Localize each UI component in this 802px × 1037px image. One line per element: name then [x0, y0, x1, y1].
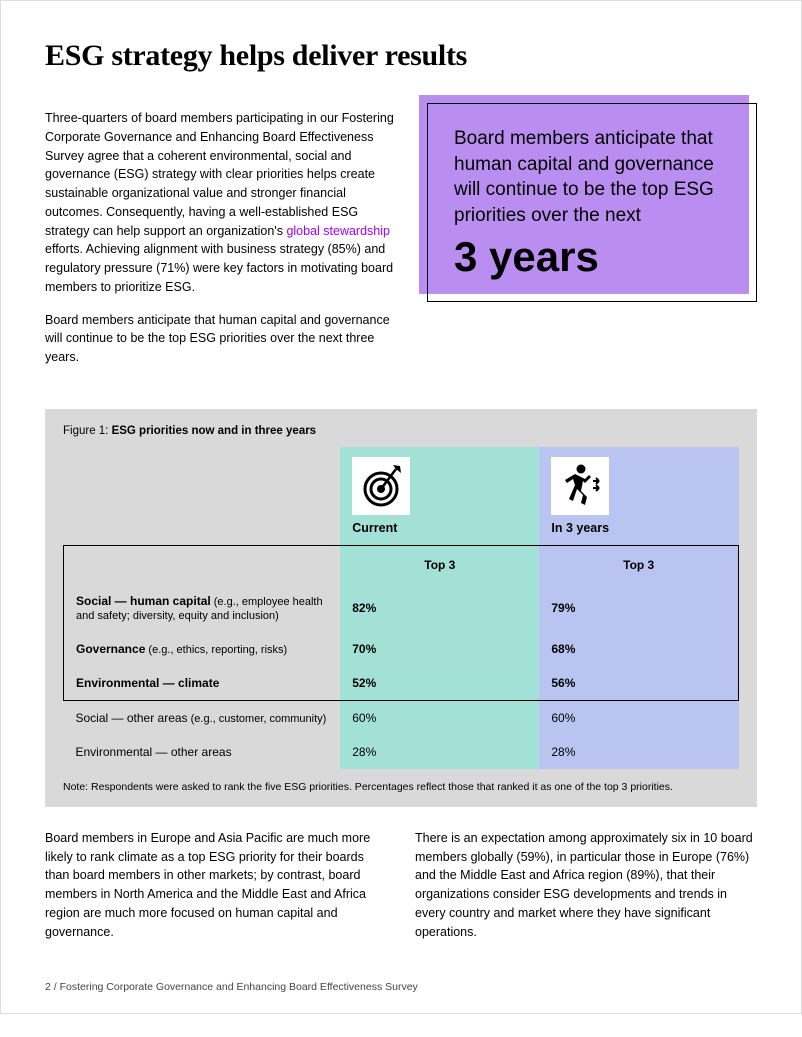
- bottom-right-paragraph: There is an expectation among approximat…: [415, 829, 757, 942]
- table-row: Environmental — other areas 28% 28%: [64, 735, 739, 769]
- future-col-label: In 3 years: [551, 521, 726, 535]
- callout: Board members anticipate that human capi…: [427, 103, 757, 302]
- table-row: Social — other areas (e.g., customer, co…: [64, 700, 739, 735]
- intro-p1-post: efforts. Achieving alignment with busine…: [45, 242, 393, 294]
- row-label: Governance (e.g., ethics, reporting, ris…: [64, 632, 341, 666]
- bottom-columns: Board members in Europe and Asia Pacific…: [45, 829, 757, 942]
- table-icon-row: Current In 3 years: [64, 447, 739, 546]
- subhead-future: Top 3: [539, 545, 738, 584]
- current-col-label: Current: [352, 521, 527, 535]
- row-current: 60%: [340, 700, 539, 735]
- row-label: Environmental — other areas: [64, 735, 341, 769]
- table-row: Social — human capital (e.g., employee h…: [64, 584, 739, 632]
- row-future: 68%: [539, 632, 738, 666]
- table-row: Governance (e.g., ethics, reporting, ris…: [64, 632, 739, 666]
- page-footer: 2 / Fostering Corporate Governance and E…: [45, 981, 757, 993]
- intro-paragraph-1: Three-quarters of board members particip…: [45, 109, 403, 297]
- footer-sep: /: [51, 981, 60, 993]
- figure-1: Figure 1: ESG priorities now and in thre…: [45, 409, 757, 807]
- callout-big-number: 3 years: [454, 233, 730, 281]
- target-icon: [352, 457, 410, 515]
- global-stewardship-link[interactable]: global stewardship: [286, 224, 390, 238]
- row-future: 79%: [539, 584, 738, 632]
- intro-row: Three-quarters of board members particip…: [45, 109, 757, 381]
- intro-paragraph-2: Board members anticipate that human capi…: [45, 311, 403, 367]
- row-future: 56%: [539, 666, 738, 701]
- row-future: 60%: [539, 700, 738, 735]
- callout-text: Board members anticipate that human capi…: [454, 126, 730, 229]
- footer-doc-title: Fostering Corporate Governance and Enhan…: [60, 981, 418, 993]
- figure-caption-prefix: Figure 1:: [63, 425, 112, 437]
- row-current: 70%: [340, 632, 539, 666]
- figure-caption-bold: ESG priorities now and in three years: [112, 425, 317, 437]
- figure-caption: Figure 1: ESG priorities now and in thre…: [63, 425, 739, 437]
- row-future: 28%: [539, 735, 738, 769]
- row-current: 82%: [340, 584, 539, 632]
- running-icon: [551, 457, 609, 515]
- figure-note: Note: Respondents were asked to rank the…: [63, 781, 739, 793]
- subhead-current: Top 3: [340, 545, 539, 584]
- row-label: Environmental — climate: [64, 666, 341, 701]
- page-title: ESG strategy helps deliver results: [45, 39, 757, 73]
- intro-text: Three-quarters of board members particip…: [45, 109, 403, 381]
- row-current: 52%: [340, 666, 539, 701]
- future-col-header: In 3 years: [539, 447, 738, 546]
- row-current: 28%: [340, 735, 539, 769]
- current-col-header: Current: [340, 447, 539, 546]
- intro-p1-pre: Three-quarters of board members particip…: [45, 111, 394, 238]
- row-label: Social — human capital (e.g., employee h…: [64, 584, 341, 632]
- bottom-left-paragraph: Board members in Europe and Asia Pacific…: [45, 829, 387, 942]
- table-row: Environmental — climate 52% 56%: [64, 666, 739, 701]
- row-label: Social — other areas (e.g., customer, co…: [64, 700, 341, 735]
- table-subhead-row: Top 3 Top 3: [64, 545, 739, 584]
- esg-priorities-table: Current In 3 years: [63, 447, 739, 769]
- callout-box: Board members anticipate that human capi…: [427, 103, 757, 302]
